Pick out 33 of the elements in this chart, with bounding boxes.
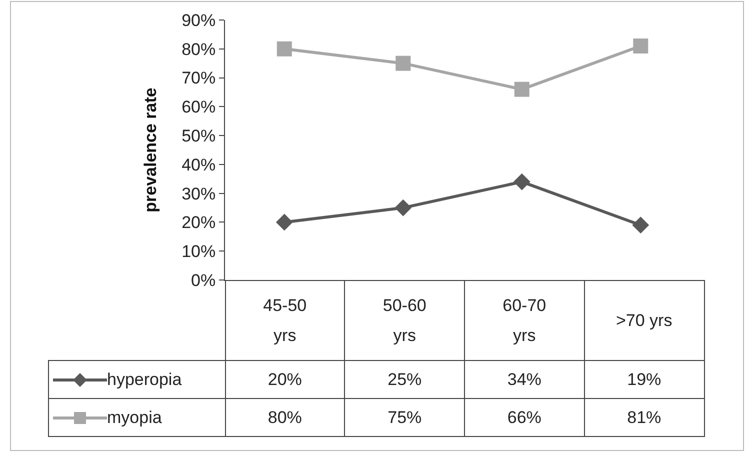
data-label: 81% <box>584 398 704 436</box>
point <box>514 82 530 97</box>
data-label: 25% <box>344 360 464 398</box>
data-label: 66% <box>464 398 584 436</box>
point <box>394 199 412 216</box>
y-tick-label: 70% <box>182 68 216 88</box>
legend-label: hyperopia <box>107 370 182 388</box>
data-label: 80% <box>225 398 345 436</box>
point <box>396 56 411 71</box>
x-tick-label: >70 yrs <box>615 310 674 332</box>
point <box>513 173 530 190</box>
y-tick-label: 90% <box>182 10 216 30</box>
data-label: 75% <box>344 398 464 436</box>
data-label: 34% <box>464 360 584 398</box>
y-tick-label: 80% <box>182 40 216 59</box>
x-tick-label: 45-50 yrs <box>262 294 308 346</box>
y-tick-label: 50% <box>182 126 216 146</box>
x-tick-label: 60-70 yrs <box>502 294 548 346</box>
y-tick-label: 0% <box>191 270 216 290</box>
point <box>276 214 293 231</box>
point <box>632 216 650 234</box>
y-tick-label: 40% <box>182 155 216 174</box>
y-axis-title: prevalence rate <box>141 88 160 212</box>
data-label: 19% <box>584 360 704 398</box>
x-tick-label: 50-60 yrs <box>382 294 428 346</box>
point <box>633 38 648 54</box>
point <box>276 41 292 56</box>
legend-label: myopia <box>107 408 162 426</box>
y-tick-label: 60% <box>182 98 216 117</box>
y-tick-label: 20% <box>182 213 216 232</box>
y-tick-label: 30% <box>182 184 216 204</box>
y-tick-label: 10% <box>182 242 216 262</box>
data-label: 20% <box>225 360 345 398</box>
